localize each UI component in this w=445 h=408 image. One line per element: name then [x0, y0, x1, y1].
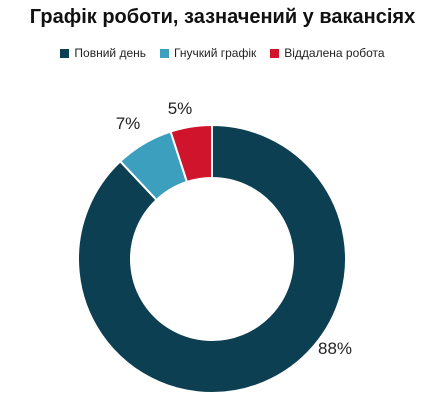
- donut-slices: [77, 123, 347, 394]
- donut-labels: 88% 7% 5%: [116, 99, 352, 358]
- data-label-remote: 5%: [168, 99, 193, 118]
- chart-legend: Повний день Гнучкий графік Віддалена роб…: [0, 46, 445, 60]
- legend-label-remote: Віддалена робота: [284, 46, 385, 60]
- legend-label-full-day: Повний день: [74, 46, 147, 60]
- legend-swatch-remote: [270, 48, 280, 58]
- legend-swatch-flexible: [160, 48, 170, 58]
- legend-item-full-day: Повний день: [60, 46, 146, 60]
- legend-label-flexible: Гнучкий графік: [174, 46, 257, 60]
- legend-item-remote: Віддалена робота: [270, 46, 385, 60]
- donut-slice-remote: [169, 123, 213, 184]
- legend-item-flexible: Гнучкий графік: [160, 46, 256, 60]
- donut-slice-full-day: [77, 123, 347, 394]
- data-label-full-day: 88%: [318, 339, 352, 358]
- legend-swatch-full-day: [60, 48, 70, 58]
- data-label-flexible: 7%: [116, 114, 141, 133]
- chart-title: Графік роботи, зазначений у вакансіях: [29, 6, 416, 28]
